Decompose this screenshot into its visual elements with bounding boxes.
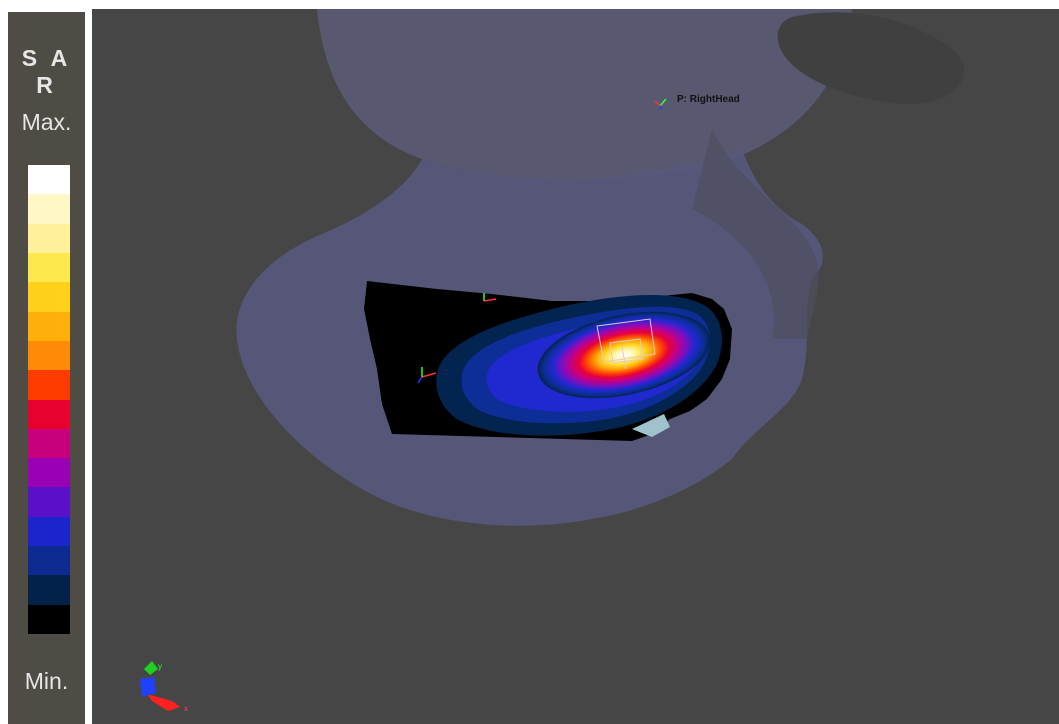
colorbar-swatch (28, 575, 70, 605)
head-model (317, 9, 852, 180)
colorbar-swatch (28, 223, 70, 253)
sar-colorbar (28, 165, 70, 634)
orientation-triad-icon[interactable]: y x (140, 661, 188, 713)
legend-title: S A R (21, 45, 72, 98)
probe-outline (596, 318, 656, 370)
3d-viewport[interactable]: y x P: RightHead (92, 9, 1059, 724)
colorbar-swatch (28, 399, 70, 429)
colorbar-swatch (28, 340, 70, 371)
colorbar-swatch (28, 194, 70, 224)
probe-marker-icon (654, 98, 667, 110)
colorbar-swatch (28, 428, 70, 459)
ear-model (777, 12, 965, 105)
colorbar-swatch (28, 487, 70, 517)
colorbar-swatch (28, 252, 70, 283)
colorbar-swatch (28, 458, 70, 488)
top-axis-marker (483, 293, 497, 302)
sar-legend-panel: S A R Max. Min. (8, 12, 85, 724)
legend-max-label: Max. (21, 109, 72, 135)
colorbar-swatch (28, 165, 70, 195)
colorbar-swatch (28, 370, 70, 400)
colorbar-swatch (28, 604, 70, 634)
triad-x-label: x (184, 704, 188, 713)
colorbar-swatch (28, 546, 70, 576)
3d-scene[interactable]: y x (92, 9, 1059, 724)
phantom-shade (692, 129, 819, 339)
grid-axis-marker (417, 367, 437, 384)
colorbar-swatch (28, 311, 70, 341)
sar-distribution (436, 294, 722, 436)
triad-y-label: y (158, 662, 162, 671)
measurement-grid-edge (632, 414, 670, 437)
colorbar-swatch (28, 516, 70, 547)
legend-min-label: Min. (24, 668, 69, 694)
colorbar-swatch (28, 282, 70, 312)
probe-label: P: RightHead (677, 94, 740, 105)
